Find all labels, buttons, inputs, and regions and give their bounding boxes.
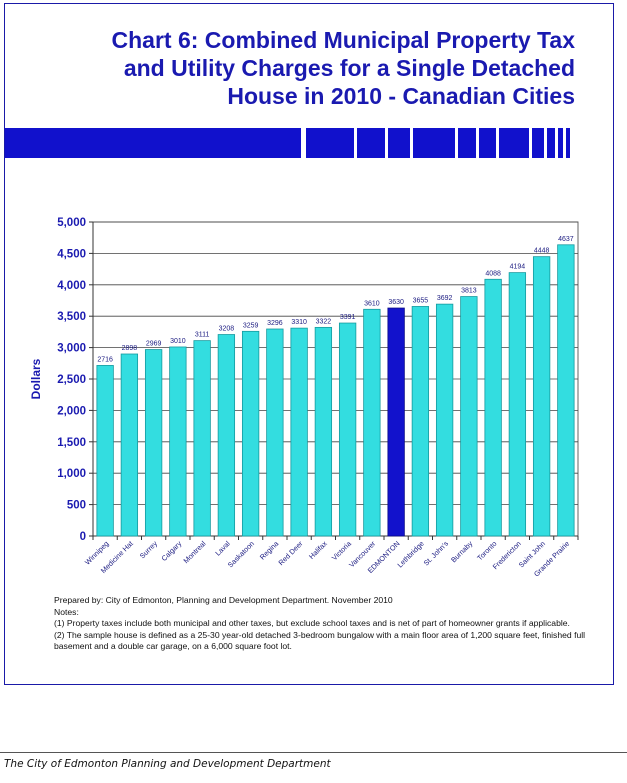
y-tick-label: 2,500 (57, 374, 86, 386)
data-label: 4448 (534, 248, 550, 255)
data-label: 3296 (267, 320, 283, 327)
data-label: 3322 (316, 318, 332, 325)
x-tick-label: Laval (213, 539, 232, 558)
bar-st-john-s (435, 303, 454, 537)
y-tick-label: 1,000 (57, 468, 86, 480)
bar-grande-prairie (557, 244, 575, 537)
data-label: 3813 (461, 288, 477, 295)
data-label: 3010 (170, 338, 186, 345)
bar-edmonton (387, 307, 405, 537)
bar-medicine-hat (120, 353, 139, 537)
bar-vancouver (363, 308, 381, 537)
bar-fredericton (508, 272, 527, 537)
prepared-by-text: Prepared by: City of Edmonton, Planning … (54, 595, 393, 605)
bar-burnaby (460, 296, 478, 537)
stripe-block-3 (388, 128, 410, 158)
data-label: 2716 (97, 356, 113, 363)
bar-montreal (193, 340, 211, 537)
note-2: (2) The sample house is defined as a 25-… (54, 629, 586, 652)
stripe-block-10 (558, 128, 563, 158)
data-label: 4194 (510, 264, 526, 271)
data-label: 3630 (388, 299, 404, 306)
bar-chart: 0 500 1,000 1,500 2,000 2,500 3,000 3,500 4,000 4… (29, 217, 579, 578)
chart-frame (4, 3, 614, 685)
x-tick-label: St. John's (422, 539, 451, 568)
x-tick-label: Regina (258, 539, 280, 561)
x-tick-label: Burnaby (449, 539, 475, 565)
data-label: 3655 (413, 297, 429, 304)
y-tick-label: 1,500 (57, 437, 86, 449)
y-tick-label: 4,500 (57, 248, 86, 260)
stripe-block-5 (458, 128, 476, 158)
y-tick-label: 4,000 (57, 280, 86, 292)
data-label: 3259 (243, 322, 259, 329)
data-label: 4637 (558, 236, 574, 243)
data-label: 3111 (195, 332, 210, 339)
note-1: (1) Property taxes include both municipa… (54, 618, 570, 629)
bar-surrey (144, 349, 163, 537)
bar-calgary (169, 346, 187, 537)
stripe-block-6 (479, 128, 496, 158)
title-line-3: House in 2010 - Canadian Cities (227, 83, 575, 109)
bar-saint-john (532, 256, 551, 537)
x-tick-label: Saskatoon (226, 539, 256, 569)
decorative-stripe-bar (5, 128, 570, 158)
x-tick-label: Victoria (330, 539, 353, 562)
x-tick-label: Montreal (181, 539, 207, 565)
stripe-block-11 (566, 128, 570, 158)
data-label: 3692 (437, 295, 453, 302)
y-tick-label: 0 (80, 531, 86, 543)
data-label: 4088 (485, 270, 501, 277)
bar-red-deer (290, 327, 308, 537)
notes-block: Prepared by: City of Edmonton, Planning … (54, 595, 594, 653)
stripe-block-2 (357, 128, 385, 158)
y-axis-title: Dollars (29, 358, 43, 399)
notes-heading: Notes: (54, 606, 79, 617)
bar-victoria (338, 322, 357, 537)
y-tick-label: 500 (67, 500, 86, 512)
stripe-block-4 (413, 128, 455, 158)
chart-title: Chart 6: Combined Municipal Property Tax… (30, 26, 575, 110)
y-tick-label: 5,000 (57, 217, 86, 229)
x-tick-label: Lethbridge (395, 539, 425, 569)
stripe-main (5, 128, 301, 158)
bar-halifax (314, 326, 333, 537)
footer-divider (0, 752, 627, 753)
footer-text: The City of Edmonton Planning and Develo… (4, 758, 331, 770)
title-line-1: Chart 6: Combined Municipal Property Tax (111, 27, 575, 53)
data-label: 3208 (219, 326, 235, 333)
x-tick-label: Red Deer (276, 539, 305, 568)
stripe-block-9 (547, 128, 555, 158)
y-tick-label: 2,000 (57, 405, 86, 417)
x-tick-label: Toronto (475, 539, 498, 562)
x-tick-label: Halifax (307, 539, 329, 561)
data-label: 2969 (146, 341, 162, 348)
x-tick-label: Calgary (159, 539, 183, 563)
stripe-block-7 (499, 128, 529, 158)
bar-laval (217, 334, 236, 537)
bar-lethbridge (411, 306, 430, 537)
bar-toronto (484, 278, 502, 537)
x-tick-label: Surrey (138, 539, 160, 561)
data-label: 3310 (291, 319, 307, 326)
data-label: 3391 (340, 314, 356, 321)
y-tick-label: 3,500 (57, 311, 86, 323)
bar-winnipeg (96, 365, 114, 537)
title-line-2: and Utility Charges for a Single Detache… (123, 55, 575, 81)
data-label: 3610 (364, 300, 380, 307)
stripe-block-8 (532, 128, 544, 158)
bar-regina (266, 328, 284, 537)
y-tick-label: 3,000 (57, 343, 86, 355)
bar-saskatoon (241, 330, 260, 537)
data-label: 2898 (122, 345, 138, 352)
stripe-block-1 (306, 128, 354, 158)
